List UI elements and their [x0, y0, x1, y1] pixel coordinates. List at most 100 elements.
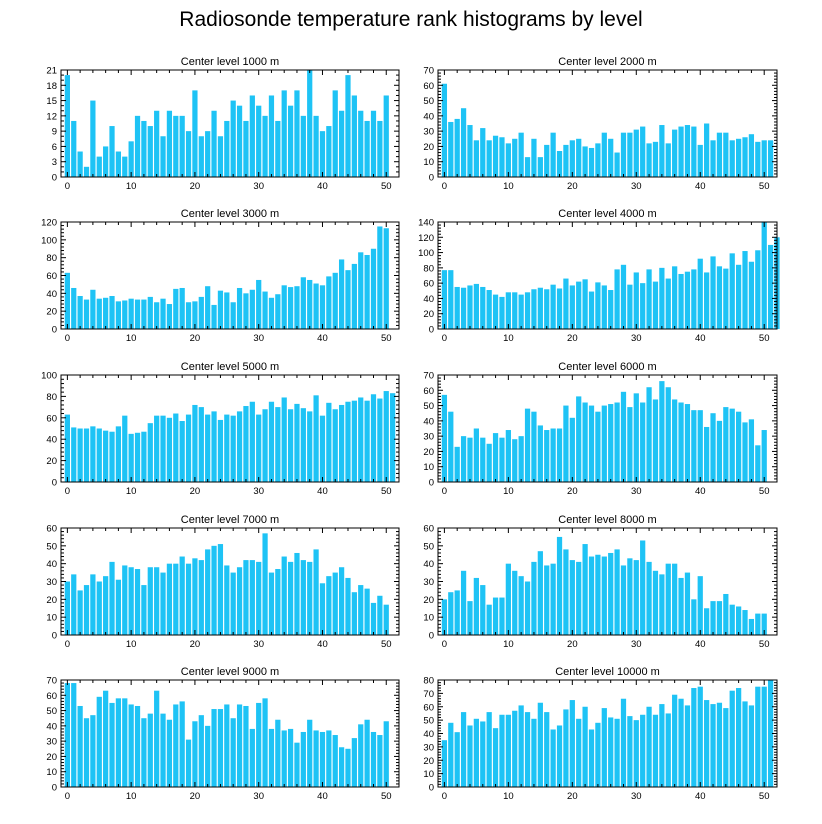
histogram-bar — [377, 735, 383, 787]
y-tick-label: 60 — [46, 691, 57, 702]
histogram-bar — [236, 105, 243, 177]
histogram-bar — [550, 563, 556, 635]
histogram-bar — [499, 714, 505, 787]
histogram-bar — [620, 264, 627, 329]
y-tick-label: 120 — [418, 233, 434, 244]
x-tick-label: 30 — [631, 486, 642, 497]
histogram-bar — [742, 422, 748, 482]
histogram-bar — [729, 253, 735, 329]
histogram-bar — [480, 585, 486, 635]
x-tick-label: 20 — [190, 486, 201, 497]
histogram-bar — [351, 738, 357, 787]
histogram-bar — [684, 404, 691, 482]
x-tick-label: 50 — [759, 486, 770, 497]
histogram-bar — [518, 132, 524, 177]
y-tick-label: 60 — [423, 524, 434, 535]
histogram-bar — [281, 285, 287, 329]
histogram-bar — [249, 560, 255, 635]
y-tick-label: 80 — [423, 263, 434, 274]
histogram-bar — [595, 554, 601, 635]
histogram-bar — [262, 291, 268, 329]
x-tick-label: 50 — [381, 791, 392, 802]
x-tick-label: 50 — [759, 791, 770, 802]
histogram-panel: Center level 8000 m 0 10 20 30 40 50 0 10 20 30 40 5… — [423, 514, 778, 650]
histogram-bar — [716, 132, 723, 177]
histogram-bar — [83, 718, 90, 787]
histogram-bar — [173, 563, 179, 635]
histogram-bar — [569, 560, 575, 635]
y-tick-label: 0 — [429, 783, 434, 794]
histogram-bar — [704, 426, 710, 482]
histogram-bar — [531, 718, 537, 787]
histogram-bar — [351, 95, 357, 177]
y-tick-label: 0 — [52, 173, 57, 184]
plot-frame — [60, 374, 400, 483]
histogram-bar — [345, 75, 351, 177]
histogram-panel: Center level 3000 m 0 10 20 30 40 50 0 20 40 60 80 1… — [41, 208, 400, 344]
histogram-bar — [755, 613, 761, 635]
y-tick-label: 100 — [41, 235, 57, 246]
histogram-bar — [307, 411, 313, 482]
y-tick-label: 30 — [423, 127, 434, 138]
histogram-bar — [109, 431, 115, 482]
histogram-bar — [588, 291, 595, 329]
histogram-bar — [332, 272, 338, 329]
histogram-bar — [103, 297, 109, 329]
histogram-bar — [441, 394, 448, 482]
plot-frame — [60, 69, 400, 178]
histogram-bar — [640, 402, 646, 482]
histogram-bar — [486, 712, 492, 787]
histogram-bar — [205, 725, 211, 787]
x-tick-label: 10 — [503, 181, 514, 192]
histogram-bar — [537, 157, 543, 177]
histogram-bar — [646, 561, 652, 635]
x-tick-label: 50 — [759, 181, 770, 192]
histogram-bar — [748, 705, 755, 787]
histogram-bar — [595, 722, 601, 787]
histogram-bar — [544, 430, 550, 482]
histogram-bar — [90, 289, 96, 329]
histogram-bar — [166, 304, 173, 329]
histogram-bar — [103, 690, 109, 787]
histogram-bar — [211, 304, 217, 329]
histogram-bar — [154, 110, 160, 177]
x-tick-label: 10 — [126, 181, 137, 192]
histogram-bar — [582, 706, 588, 787]
histogram-bar — [192, 404, 198, 482]
histogram-bar — [729, 140, 735, 177]
histogram-bar — [198, 296, 204, 329]
histogram-bar — [243, 293, 249, 329]
histogram-bar — [480, 437, 486, 482]
histogram-bar — [582, 279, 588, 329]
x-tick-label: 40 — [695, 791, 706, 802]
histogram-bar — [256, 105, 262, 177]
x-tick-label: 40 — [695, 639, 706, 650]
histogram-bar — [767, 244, 774, 329]
histogram-bar — [287, 105, 294, 177]
x-tick-label: 40 — [695, 333, 706, 344]
histogram-bar — [217, 709, 224, 787]
histogram-bar — [460, 570, 467, 635]
y-tick-label: 20 — [46, 595, 57, 606]
y-tick-label: 60 — [423, 81, 434, 92]
histogram-bar — [128, 141, 134, 177]
histogram-bar — [307, 279, 313, 329]
histogram-bar — [524, 712, 531, 787]
x-tick-label: 0 — [65, 333, 70, 344]
x-tick-label: 0 — [442, 791, 447, 802]
histogram-bar — [281, 90, 287, 177]
histogram-bar — [268, 728, 275, 787]
histogram-bar — [96, 696, 102, 787]
histogram-bar — [262, 698, 268, 787]
y-tick-label: 20 — [423, 142, 434, 153]
y-tick-label: 20 — [423, 756, 434, 767]
panel-title: Center level 9000 m — [181, 666, 279, 678]
histogram-bar — [480, 128, 486, 177]
histogram-bar — [96, 428, 102, 482]
histogram-bar — [115, 151, 122, 177]
histogram-bar — [338, 259, 345, 329]
histogram-bar — [761, 430, 767, 482]
histogram-bar — [716, 420, 723, 482]
x-tick-label: 0 — [442, 486, 447, 497]
histogram-bar — [160, 572, 166, 635]
